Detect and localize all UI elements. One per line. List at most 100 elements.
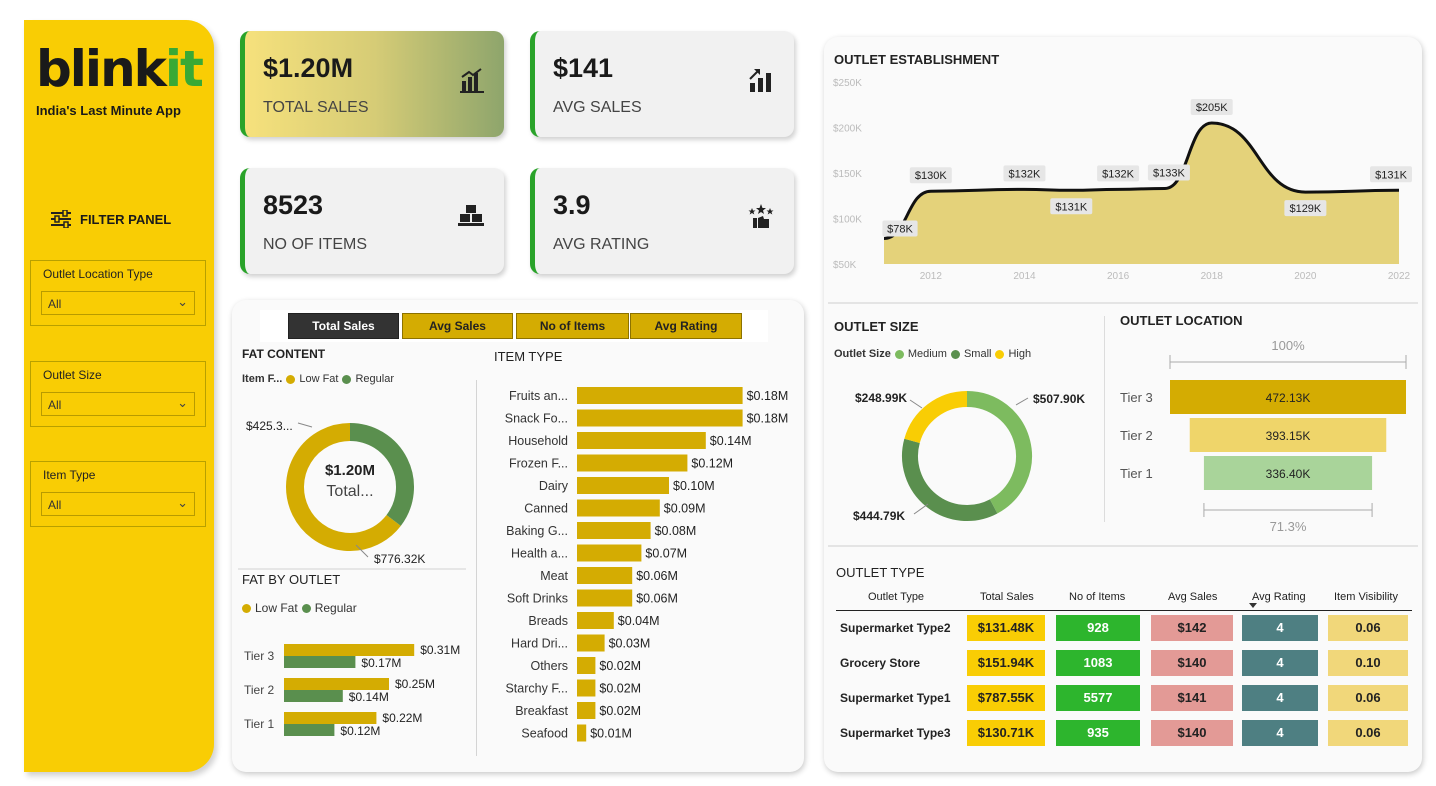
legend-swatch-low-fat	[242, 603, 251, 613]
bar-label: $0.31M	[420, 643, 460, 657]
outlet-location-dropdown[interactable]: All ⌄	[41, 291, 195, 315]
kpi-label: NO OF ITEMS	[263, 236, 367, 253]
table-cell-items: 928	[1056, 615, 1140, 641]
slice-label-high: $248.99K	[855, 391, 907, 405]
filter-sidebar: blinkit India's Last Minute App FILTER P…	[24, 20, 214, 772]
legend-swatch-high	[995, 349, 1005, 359]
tagline: India's Last Minute App	[36, 103, 181, 118]
bar-label: $0.08M	[655, 524, 697, 538]
divider	[238, 568, 466, 570]
x-tick-label: 2016	[1107, 271, 1130, 282]
area-fill	[884, 122, 1399, 264]
category-label: Canned	[524, 502, 568, 516]
kpi-value: 3.9	[553, 190, 591, 220]
column-header-total-sales[interactable]: Total Sales	[980, 591, 1034, 603]
fat-by-outlet-title: FAT BY OUTLET	[242, 572, 341, 587]
slicer-item-type: Item Type All ⌄	[30, 461, 206, 527]
data-label-bg	[909, 167, 952, 184]
fat-by-outlet-legend: Low Fat Regular	[242, 601, 357, 615]
label-leader	[297, 422, 313, 428]
bar-label: $0.02M	[599, 704, 641, 718]
growth-chart-icon	[749, 69, 771, 92]
tab-avg-rating[interactable]: Avg Rating	[630, 313, 742, 339]
data-label: $205K	[1196, 102, 1228, 114]
category-label: Hard Dri...	[511, 637, 568, 651]
chevron-down-icon: ⌄	[177, 395, 188, 410]
divider	[828, 545, 1418, 547]
outlet-type-cell: Supermarket Type1	[840, 691, 951, 705]
size-slice-high	[904, 391, 968, 444]
sort-desc-icon[interactable]	[1249, 603, 1257, 608]
divider	[476, 380, 477, 756]
category-label: Starchy F...	[505, 682, 568, 696]
filter-panel-header: FILTER PANEL	[50, 210, 171, 228]
funnel-value-label: 393.15K	[1266, 429, 1311, 443]
bar-label: $0.09M	[664, 502, 706, 516]
kpi-avg-rating: 3.9 AVG RATING	[530, 168, 794, 274]
bar-label: $0.04M	[618, 614, 660, 628]
data-label: $78K	[887, 224, 913, 236]
column-header-outlet-type[interactable]: Outlet Type	[868, 591, 925, 603]
column-header-avg-rating[interactable]: Avg Rating	[1252, 591, 1306, 603]
outlet-type-cell: Grocery Store	[840, 656, 921, 670]
table-cell-vis: 0.10	[1328, 650, 1408, 676]
item-type-dropdown[interactable]: All ⌄	[41, 492, 195, 516]
data-label: $130K	[915, 170, 947, 182]
tier-label: Tier 3	[244, 649, 275, 663]
y-tick-label: $250K	[833, 78, 862, 89]
bar-label: $0.17M	[361, 656, 401, 670]
bar-chart-icon	[460, 68, 484, 93]
bar-low-fat	[284, 644, 415, 656]
data-label: $132K	[1102, 168, 1134, 180]
fat-lowfat-label: $776.32K	[374, 552, 426, 566]
item-bar	[577, 567, 633, 584]
data-label-bg	[1190, 98, 1233, 115]
y-tick-label: $50K	[833, 260, 857, 271]
category-label: Fruits an...	[509, 389, 568, 403]
outlet-size-dropdown[interactable]: All ⌄	[41, 392, 195, 416]
column-header-item-visibility[interactable]: Item Visibility	[1334, 591, 1398, 603]
data-label: $133K	[1153, 167, 1185, 179]
funnel-tier-label: Tier 2	[1120, 428, 1153, 443]
data-label-bg	[1147, 164, 1190, 181]
table-cell-items: 935	[1056, 720, 1140, 746]
category-label: Household	[508, 434, 568, 448]
x-tick-label: 2018	[1201, 271, 1224, 282]
bar-label: $0.14M	[349, 690, 389, 704]
category-label: Seafood	[521, 727, 568, 741]
tier-label: Tier 2	[244, 683, 275, 697]
kpi-value: $141	[553, 53, 614, 83]
item-bar	[577, 702, 596, 719]
category-label: Breads	[528, 614, 568, 628]
kpi-label: TOTAL SALES	[263, 99, 369, 116]
bar-label: $0.12M	[340, 724, 380, 738]
table-cell-items: 5577	[1056, 685, 1140, 711]
item-bar	[577, 522, 651, 539]
bar-label: $0.25M	[395, 677, 435, 691]
tab-avg-sales[interactable]: Avg Sales	[402, 313, 513, 339]
item-bar	[577, 612, 614, 629]
column-header-avg-sales[interactable]: Avg Sales	[1168, 591, 1218, 603]
kpi-avg-sales: $141 AVG SALES	[530, 31, 794, 137]
logo: blinkit	[36, 40, 204, 98]
column-header-no-of-items[interactable]: No of Items	[1069, 591, 1126, 603]
slicer-outlet-location-type: Outlet Location Type All ⌄	[30, 260, 206, 326]
bar-label: $0.18M	[747, 412, 789, 426]
legend-swatch-low-fat	[286, 374, 296, 384]
data-label-bg	[1003, 165, 1046, 182]
bar-label: $0.06M	[636, 569, 678, 583]
slice-label-medium: $507.90K	[1033, 392, 1085, 406]
x-tick-label: 2014	[1013, 271, 1036, 282]
bar-label: $0.22M	[382, 711, 422, 725]
x-tick-label: 2022	[1388, 271, 1411, 282]
bar-label: $0.12M	[691, 457, 733, 471]
legend-swatch-regular	[301, 603, 311, 613]
item-bar	[577, 477, 669, 494]
bar-regular	[284, 724, 335, 736]
category-label: Baking G...	[506, 524, 568, 538]
data-label-bg	[1284, 200, 1327, 217]
item-type-title: ITEM TYPE	[494, 349, 563, 364]
tab-no-of-items[interactable]: No of Items	[516, 313, 629, 339]
label-leader	[355, 544, 369, 558]
tab-total-sales[interactable]: Total Sales	[288, 313, 399, 339]
